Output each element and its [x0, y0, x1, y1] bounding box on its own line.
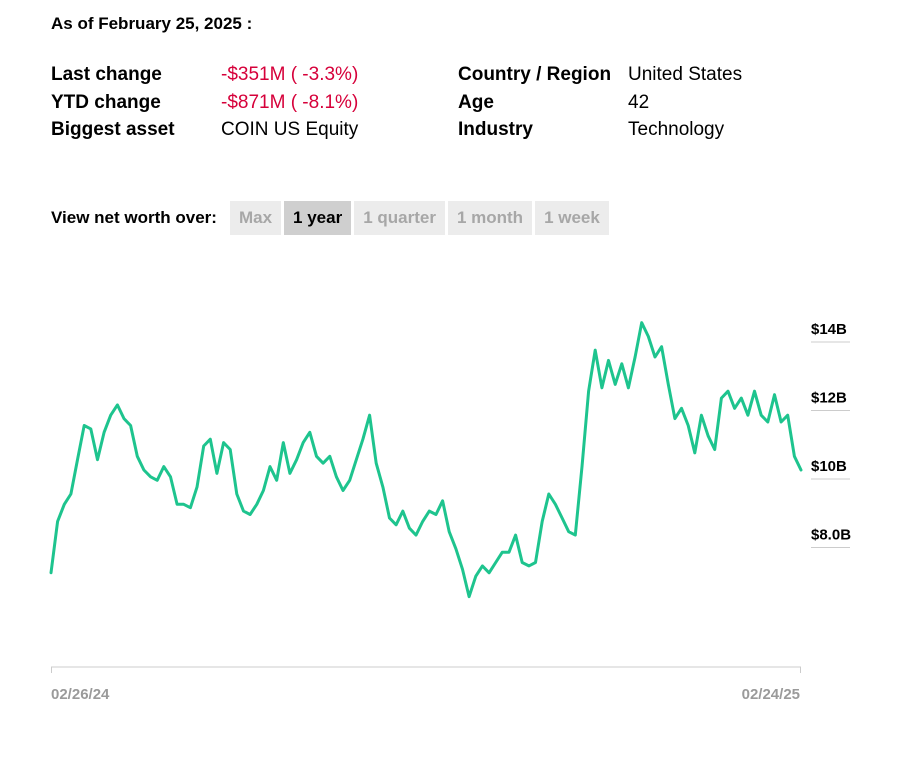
range-button-1-year[interactable]: 1 year [284, 201, 352, 235]
x-tick-label-start: 02/26/24 [51, 686, 110, 703]
stat-value: 42 [628, 91, 650, 113]
stat-label: Last change [51, 64, 162, 85]
stat-label: Biggest asset [51, 119, 175, 140]
y-tick-label: $8.0B [811, 527, 851, 544]
stat-value: -$871M ( -8.1%) [221, 91, 359, 113]
range-selector: View net worth over: Max 1 year 1 quarte… [51, 201, 612, 235]
y-tick-label: $14B [811, 321, 847, 338]
net-worth-series-line [49, 321, 803, 599]
stat-row-last-change: Last change -$351M ( -3.3%) [51, 61, 358, 89]
stat-row-country: Country / Region United States [458, 61, 742, 89]
stat-row-ytd-change: YTD change -$871M ( -8.1%) [51, 89, 358, 117]
range-selector-label: View net worth over: [51, 208, 217, 227]
range-button-1-quarter[interactable]: 1 quarter [354, 201, 445, 235]
stats-left: Last change -$351M ( -3.3%) YTD change -… [51, 61, 358, 144]
stat-value: Technology [628, 119, 725, 140]
stat-row-industry: Industry Technology [458, 116, 742, 144]
as-of-date: As of February 25, 2025 : [51, 14, 253, 33]
stats-right: Country / Region United States Age 42 In… [458, 61, 742, 144]
stat-value: United States [628, 64, 743, 85]
range-button-1-week[interactable]: 1 week [535, 201, 609, 235]
stat-value: -$351M ( -3.3%) [221, 64, 359, 85]
stat-label: Age [458, 91, 494, 113]
stat-label: Country / Region [458, 64, 612, 85]
y-tick-label: $12B [811, 390, 847, 407]
stat-row-biggest-asset: Biggest asset COIN US Equity [51, 116, 358, 144]
range-button-max[interactable]: Max [229, 201, 282, 235]
y-tick-label: $10B [811, 458, 847, 475]
stat-label: YTD change [51, 91, 161, 113]
stat-value: COIN US Equity [221, 119, 359, 140]
stat-label: Industry [458, 119, 533, 140]
range-button-1-month[interactable]: 1 month [447, 201, 533, 235]
stat-row-age: Age 42 [458, 89, 742, 117]
x-tick-label-end: 02/24/25 [742, 686, 800, 703]
